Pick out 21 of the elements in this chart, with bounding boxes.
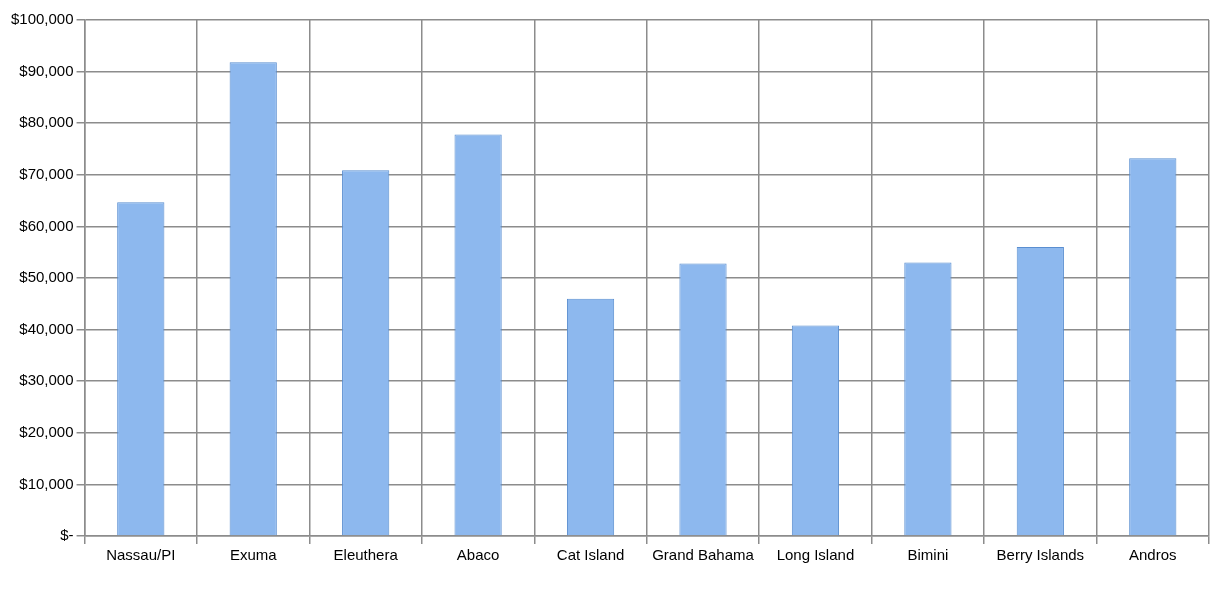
x-tick-label: Grand Bahama [652, 546, 755, 564]
y-tick-label: $- [60, 526, 74, 544]
x-tick-label: Berry Islands [996, 546, 1085, 564]
x-tick-label: Cat Island [556, 546, 625, 564]
y-tick-label: $70,000 [19, 164, 74, 182]
x-tick-label: Eleuthera [333, 546, 399, 564]
y-tick-label: $100,000 [10, 10, 74, 28]
x-tick-label: Nassau/PI [106, 546, 176, 564]
y-tick-label: $10,000 [19, 474, 74, 492]
x-tick-label: Bimini [907, 546, 949, 564]
x-tick-label: Abaco [456, 546, 500, 564]
x-tick-label: Exuma [229, 546, 278, 564]
y-tick-label: $80,000 [19, 113, 74, 131]
y-tick-label: $90,000 [19, 61, 74, 79]
y-tick-label: $40,000 [19, 319, 74, 337]
x-tick-label: Long Island [776, 546, 855, 564]
y-tick-label: $60,000 [19, 216, 74, 234]
y-tick-label: $20,000 [19, 422, 74, 440]
x-tick-label: Andros [1129, 546, 1177, 564]
y-tick-label: $50,000 [19, 268, 74, 286]
y-tick-label: $30,000 [19, 371, 74, 389]
